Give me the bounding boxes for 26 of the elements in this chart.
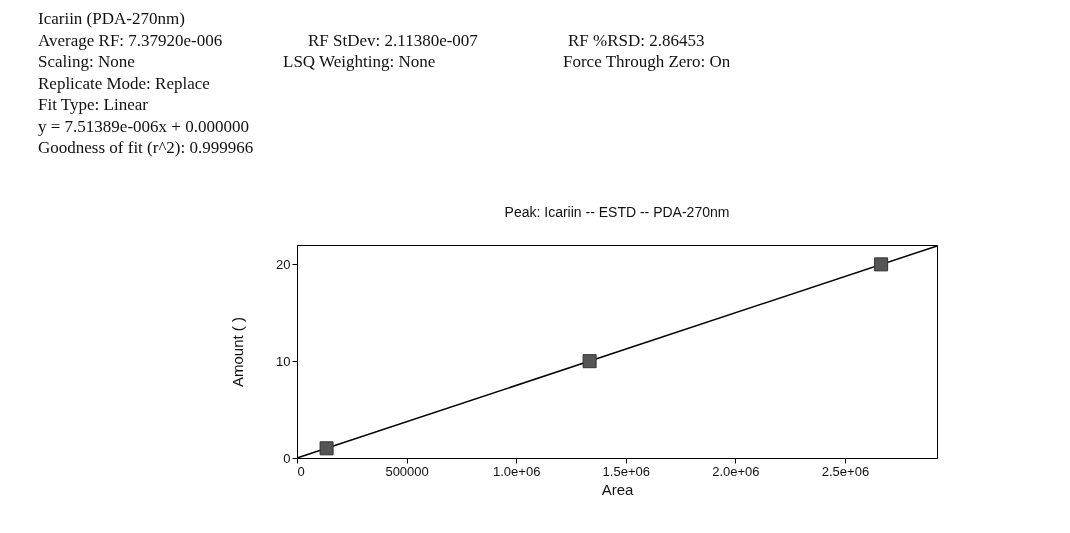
chart-title: Peak: Icariin -- ESTD -- PDA-270nm xyxy=(504,204,730,220)
x-tick-label: 0 xyxy=(297,463,305,479)
text: y = 7.51389e-006x + 0.000000 xyxy=(38,115,249,137)
y-tick-label: 10 xyxy=(276,353,291,369)
x-tick-label: 1.5e+06 xyxy=(602,463,650,479)
point xyxy=(874,257,889,272)
text: Fit Type: Linear xyxy=(38,94,148,116)
text: Scaling: None xyxy=(38,51,136,73)
text: LSQ Weighting: None xyxy=(283,51,437,73)
x-tick-label: 1.0e+06 xyxy=(493,463,541,479)
x-tick-label: 2.0e+06 xyxy=(712,463,760,479)
x-axis-title: Area xyxy=(601,480,634,498)
text: Icariin (PDA-270nm) xyxy=(38,8,185,30)
point xyxy=(582,354,597,369)
y-axis-title: Amount ( ) xyxy=(229,316,247,388)
y-tick-label: 0 xyxy=(283,450,291,466)
text: Average RF: 7.37920e-006 xyxy=(38,29,224,51)
x-tick-label: 2.5e+06 xyxy=(821,463,870,479)
x-tick-label: 500000 xyxy=(385,463,429,479)
text: Goodness of fit (r^2): 0.999966 xyxy=(38,137,254,159)
point xyxy=(319,441,334,456)
text: RF %RSD: 2.86453 xyxy=(568,29,705,51)
y-tick-label: 20 xyxy=(276,256,291,272)
text: Replicate Mode: Replace xyxy=(38,72,210,94)
text: RF StDev: 2.11380e-007 xyxy=(308,29,479,51)
text: Force Through Zero: On xyxy=(563,51,731,73)
